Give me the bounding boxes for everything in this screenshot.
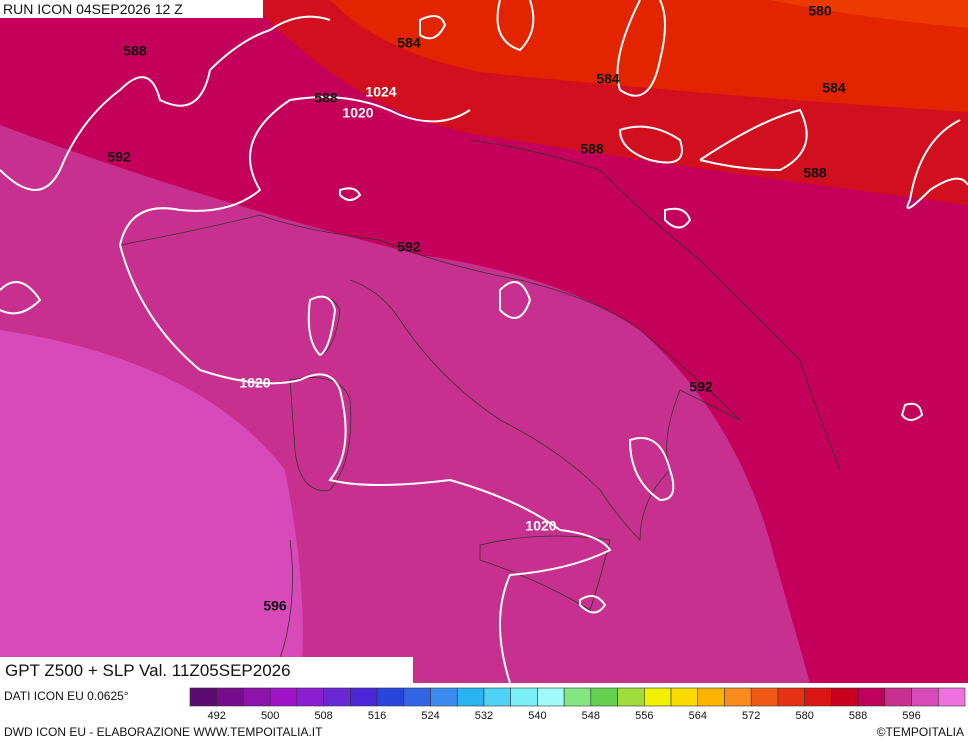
colorbar-swatch xyxy=(430,687,458,707)
colorbar-swatch xyxy=(269,687,298,707)
colorbar-swatch xyxy=(884,687,912,707)
colorbar-swatch xyxy=(724,687,752,707)
colorbar-label: 564 xyxy=(689,710,707,722)
contour-label: 592 xyxy=(107,149,131,165)
colorbar-label: 540 xyxy=(528,710,546,722)
colorbar-label: 596 xyxy=(902,710,920,722)
map-title: GPT Z500 + SLP Val. 11Z05SEP2026 xyxy=(5,661,291,680)
colorbar-swatch xyxy=(350,687,378,707)
colorbar-swatch xyxy=(216,687,244,707)
colorbar-label: 524 xyxy=(421,710,439,722)
isobar-label: 1024 xyxy=(365,84,396,100)
colorbar-label: 532 xyxy=(475,710,493,722)
isobar-label: 1020 xyxy=(342,105,373,121)
copyright: ©TEMPOITALIA xyxy=(877,725,964,739)
colorbar-swatch xyxy=(243,687,271,707)
colorbar-swatch xyxy=(804,687,832,707)
contour-label: 584 xyxy=(596,71,620,87)
contour-label: 584 xyxy=(822,80,846,96)
colorbar-swatch xyxy=(563,687,592,707)
colorbar-swatch xyxy=(537,687,565,707)
colorbar-swatch xyxy=(644,687,672,707)
colorbar-label: 516 xyxy=(368,710,386,722)
run-box xyxy=(0,0,263,18)
colorbar-swatch xyxy=(777,687,805,707)
colorbar-label: 508 xyxy=(314,710,332,722)
colorbar-swatch xyxy=(296,687,324,707)
isobar-label: 1020 xyxy=(239,375,270,391)
contour-label: 588 xyxy=(314,90,338,106)
colorbar-swatch xyxy=(456,687,485,707)
band-580 xyxy=(770,0,968,28)
colorbar-swatch xyxy=(750,687,779,707)
colorbar: 492 500 508 516 524 532 540 548 556 564 572 580 588 5… xyxy=(189,687,966,722)
contour-label: 592 xyxy=(689,379,713,395)
colorbar-swatch xyxy=(911,687,939,707)
colorbar-label: 580 xyxy=(795,710,813,722)
isobar-label: 1020 xyxy=(525,518,556,534)
colorbar-swatch xyxy=(483,687,511,707)
colorbar-swatch xyxy=(670,687,699,707)
band-600 xyxy=(0,330,303,683)
colorbar-swatch xyxy=(510,687,538,707)
colorbar-label: 492 xyxy=(208,710,226,722)
contour-label: 588 xyxy=(803,165,827,181)
credits: DWD ICON EU - ELABORAZIONE WWW.TEMPOITAL… xyxy=(4,725,323,739)
colorbar-swatch xyxy=(831,687,859,707)
contour-label: 584 xyxy=(397,35,421,51)
contour-label: 592 xyxy=(397,239,421,255)
colorbar-label: 500 xyxy=(261,710,279,722)
colorbar-label: 556 xyxy=(635,710,653,722)
colorbar-swatch xyxy=(189,687,218,707)
colorbar-label: 548 xyxy=(582,710,600,722)
colorbar-swatch xyxy=(617,687,645,707)
contour-label: 596 xyxy=(263,598,287,614)
colorbar-label: 588 xyxy=(849,710,867,722)
isobars xyxy=(0,0,968,684)
contour-label: 588 xyxy=(580,141,604,157)
colorbar-swatch xyxy=(376,687,405,707)
colorbar-swatch xyxy=(697,687,725,707)
band-584 xyxy=(330,0,968,112)
colorbar-swatch xyxy=(403,687,431,707)
data-source: DATI ICON EU 0.0625° xyxy=(4,689,129,703)
title-box xyxy=(0,657,413,683)
colorbar-swatch xyxy=(857,687,886,707)
colorbar-swatch xyxy=(323,687,351,707)
colorbar-label: 572 xyxy=(742,710,760,722)
colorbar-swatch xyxy=(937,687,966,707)
colorbar-swatch xyxy=(590,687,618,707)
contour-label: 580 xyxy=(808,3,832,19)
contour-label: 588 xyxy=(123,43,147,59)
run-label: RUN ICON 04SEP2026 12 Z xyxy=(3,1,183,17)
